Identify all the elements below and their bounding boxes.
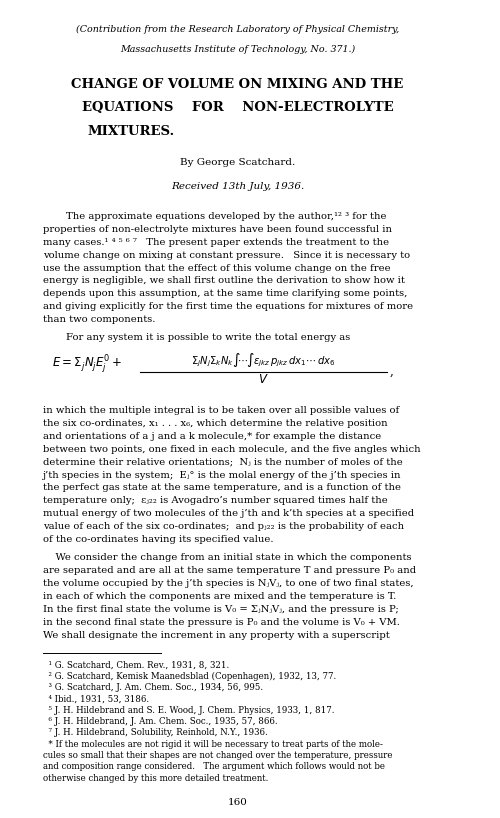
Text: the perfect gas state at the same temperature, and is a function of the: the perfect gas state at the same temper… [43,483,401,492]
Text: $\Sigma_j N_j \Sigma_k N_k \int \!\cdots\! \int \epsilon_{jkz}\, p_{jkz}\, dx_1 : $\Sigma_j N_j \Sigma_k N_k \int \!\cdots… [192,351,336,369]
Text: ² G. Scatchard, Kemisk Maanedsblad (Copenhagen), 1932, 13, 77.: ² G. Scatchard, Kemisk Maanedsblad (Cope… [43,672,336,681]
Text: of the co-ordinates having its specified value.: of the co-ordinates having its specified… [43,535,273,544]
Text: volume change on mixing at constant pressure.   Since it is necessary to: volume change on mixing at constant pres… [43,250,410,259]
Text: We shall designate the increment in any property with a superscript: We shall designate the increment in any … [43,631,390,640]
Text: MIXTURES.: MIXTURES. [88,125,175,138]
Text: ⁶ J. H. Hildebrand, J. Am. Chem. Soc., 1935, 57, 866.: ⁶ J. H. Hildebrand, J. Am. Chem. Soc., 1… [43,717,278,726]
Text: ⁵ J. H. Hildebrand and S. E. Wood, J. Chem. Physics, 1933, 1, 817.: ⁵ J. H. Hildebrand and S. E. Wood, J. Ch… [43,706,334,715]
Text: ⁴ Ibid., 1931, 53, 3186.: ⁴ Ibid., 1931, 53, 3186. [43,694,149,703]
Text: * If the molecules are not rigid it will be necessary to treat parts of the mole: * If the molecules are not rigid it will… [43,739,382,748]
Text: the volume occupied by the j’th species is NⱼVⱼ, to one of two final states,: the volume occupied by the j’th species … [43,579,414,588]
Text: ,: , [390,365,394,378]
Text: By George Scatchard.: By George Scatchard. [180,158,295,167]
Text: in each of which the components are mixed and the temperature is T.: in each of which the components are mixe… [43,591,396,600]
Text: and orientations of a j and a k molecule,* for example the distance: and orientations of a j and a k molecule… [43,432,381,441]
Text: Massachusetts Institute of Technology, No. 371.): Massachusetts Institute of Technology, N… [120,45,355,54]
Text: depends upon this assumption, at the same time clarifying some points,: depends upon this assumption, at the sam… [43,290,407,299]
Text: (Contribution from the Research Laboratory of Physical Chemistry,: (Contribution from the Research Laborato… [76,25,399,34]
Text: CHANGE OF VOLUME ON MIXING AND THE: CHANGE OF VOLUME ON MIXING AND THE [72,78,404,91]
Text: and composition range considered.   The argument which follows would not be: and composition range considered. The ar… [43,762,385,771]
Text: j’th species in the system;  Eⱼ° is the molal energy of the j’th species in: j’th species in the system; Eⱼ° is the m… [43,470,401,479]
Text: For any system it is possible to write the total energy as: For any system it is possible to write t… [66,333,350,342]
Text: value of each of the six co-ordinates;  and pⱼ₂₂ is the probability of each: value of each of the six co-ordinates; a… [43,522,404,531]
Text: use the assumption that the effect of this volume change on the free: use the assumption that the effect of th… [43,263,391,272]
Text: are separated and are all at the same temperature T and pressure P₀ and: are separated and are all at the same te… [43,566,416,575]
Text: mutual energy of two molecules of the j’th and k’th species at a specified: mutual energy of two molecules of the j’… [43,510,414,519]
Text: The approximate equations developed by the author,¹² ³ for the: The approximate equations developed by t… [66,212,386,221]
Text: ³ G. Scatchard, J. Am. Chem. Soc., 1934, 56, 995.: ³ G. Scatchard, J. Am. Chem. Soc., 1934,… [43,683,263,692]
Text: cules so small that their shapes are not changed over the temperature, pressure: cules so small that their shapes are not… [43,751,392,760]
Text: otherwise changed by this more detailed treatment.: otherwise changed by this more detailed … [43,774,268,783]
Text: Received 13th July, 1936.: Received 13th July, 1936. [171,182,304,191]
Text: 160: 160 [228,798,248,807]
Text: We consider the change from an initial state in which the components: We consider the change from an initial s… [43,553,411,562]
Text: In the first final state the volume is V₀ = ΣⱼNⱼVⱼ, and the pressure is P;: In the first final state the volume is V… [43,605,399,614]
Text: $V$: $V$ [258,373,269,386]
Text: between two points, one fixed in each molecule, and the five angles which: between two points, one fixed in each mo… [43,445,420,454]
Text: temperature only;  εⱼ₂₂ is Avogadro’s number squared times half the: temperature only; εⱼ₂₂ is Avogadro’s num… [43,497,388,506]
Text: the six co-ordinates, x₁ . . . x₆, which determine the relative position: the six co-ordinates, x₁ . . . x₆, which… [43,419,388,428]
Text: EQUATIONS    FOR    NON-ELECTROLYTE: EQUATIONS FOR NON-ELECTROLYTE [82,101,394,115]
Text: ⁷ J. H. Hildebrand, Solubility, Reinhold, N.Y., 1936.: ⁷ J. H. Hildebrand, Solubility, Reinhold… [43,728,268,737]
Text: properties of non-electrolyte mixtures have been found successful in: properties of non-electrolyte mixtures h… [43,225,392,234]
Text: energy is negligible, we shall first outline the derivation to show how it: energy is negligible, we shall first out… [43,276,405,285]
Text: ¹ G. Scatchard, Chem. Rev., 1931, 8, 321.: ¹ G. Scatchard, Chem. Rev., 1931, 8, 321… [43,661,229,670]
Text: than two components.: than two components. [43,315,155,324]
Text: $E = \Sigma_j N_j E_j^0 +$: $E = \Sigma_j N_j E_j^0 +$ [52,354,122,376]
Text: determine their relative orientations;  Nⱼ is the number of moles of the: determine their relative orientations; N… [43,457,403,466]
Text: in the second final state the pressure is P₀ and the volume is V₀ + VM.: in the second final state the pressure i… [43,618,400,627]
Text: and giving explicitly for the first time the equations for mixtures of more: and giving explicitly for the first time… [43,303,413,312]
Text: many cases.¹ ⁴ ⁵ ⁶ ⁷   The present paper extends the treatment to the: many cases.¹ ⁴ ⁵ ⁶ ⁷ The present paper e… [43,238,389,247]
Text: in which the multiple integral is to be taken over all possible values of: in which the multiple integral is to be … [43,406,399,415]
